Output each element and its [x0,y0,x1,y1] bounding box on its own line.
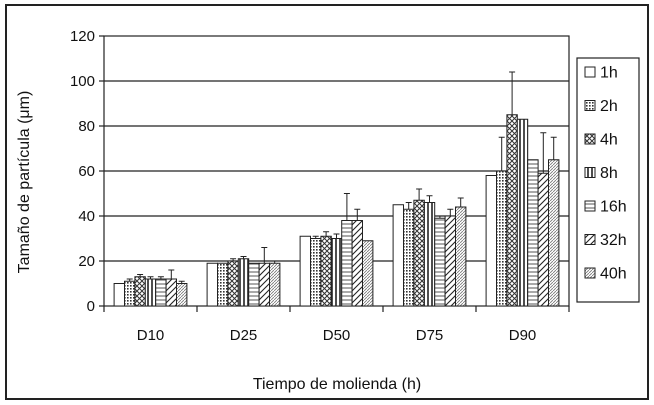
legend-label-1h: 1h [600,65,618,82]
bar-d50-8h [330,238,343,307]
legend-label-4h: 4h [600,132,618,149]
bar-d75-1h [392,204,405,307]
legend: 1h 2h 4h 8h 16h 32h 40h [576,57,640,303]
bar-d10-4h [134,276,146,307]
bar-d90-1h [485,175,498,307]
bar-d50-2h [310,238,322,307]
legend-swatch-8h [584,167,596,178]
y-tick-label: 60 [78,163,95,180]
bar-d10-16h [155,278,167,307]
y-tick-label: 20 [78,253,95,270]
y-tick-label: 120 [70,28,95,45]
y-tick-label: 40 [78,208,95,225]
x-axis-ticks: D10 D25 D50 D75 D90 [103,306,570,344]
legend-label-16h: 16h [600,199,627,216]
x-tick-label: D90 [509,327,537,344]
bar-d10-40h [176,283,188,307]
bar-d75-8h [423,202,436,307]
bar-d50-1h [299,235,312,307]
bar-d90-4h [506,114,518,307]
legend-box [576,57,640,303]
bars-layer [113,114,560,307]
chart-frame: 0 20 40 60 80 100 120 D10 D25 D50 D75 D90 Tamaño d… [5,4,649,400]
bar-d10-1h [113,283,125,307]
x-tick-label: D50 [323,327,351,344]
bar-d10-8h [144,278,157,307]
legend-label-8h: 8h [600,165,618,182]
bar-d25-16h [248,262,260,307]
x-tick-label: D75 [416,327,444,344]
legend-swatch-1h [584,66,596,78]
legend-label-40h: 40h [600,266,627,283]
bar-d10-32h [165,278,178,307]
legend-label-2h: 2h [600,98,618,115]
y-tick-label: 80 [78,118,95,135]
bar-d75-4h [413,199,425,307]
legend-swatch-2h [584,100,596,111]
bar-d90-8h [516,118,529,307]
bar-d10-2h [124,280,136,307]
x-tick-label: D25 [230,327,258,344]
bar-d25-4h [227,260,239,307]
legend-swatch-16h [584,200,596,212]
bar-d25-8h [237,258,250,307]
y-tick-label: 100 [70,73,95,90]
x-axis-title: Tiempo de molienda (h) [253,376,421,393]
y-axis-title: Tamaño de partícula (μm) [16,91,33,274]
bar-d90-32h [537,172,549,307]
legend-swatch-40h [584,267,596,279]
bar-d75-32h [444,215,457,307]
bar-d75-16h [434,217,446,307]
bar-d50-16h [341,220,353,307]
bar-d25-1h [206,262,219,307]
bar-d50-40h [362,240,374,307]
particle-size-chart: 0 20 40 60 80 100 120 D10 D25 D50 D75 D90 Tamaño d… [16,28,640,393]
legend-label-32h: 32h [600,232,627,249]
y-tick-label: 0 [87,298,95,315]
y-axis-ticks: 0 20 40 60 80 100 120 [70,28,104,315]
bar-d75-40h [455,206,467,307]
legend-swatch-32h [584,234,596,245]
bar-d25-2h [217,262,229,307]
bar-d75-2h [403,208,415,307]
x-tick-label: D10 [137,327,165,344]
legend-swatch-4h [584,133,596,145]
bar-d90-16h [527,159,539,307]
bar-d50-32h [351,220,364,307]
bar-d25-32h [258,262,271,307]
bar-d90-40h [548,159,560,307]
bar-d90-2h [496,170,508,307]
bar-d50-4h [320,235,332,307]
bar-d25-40h [269,262,281,307]
error-bars-layer [126,71,557,284]
